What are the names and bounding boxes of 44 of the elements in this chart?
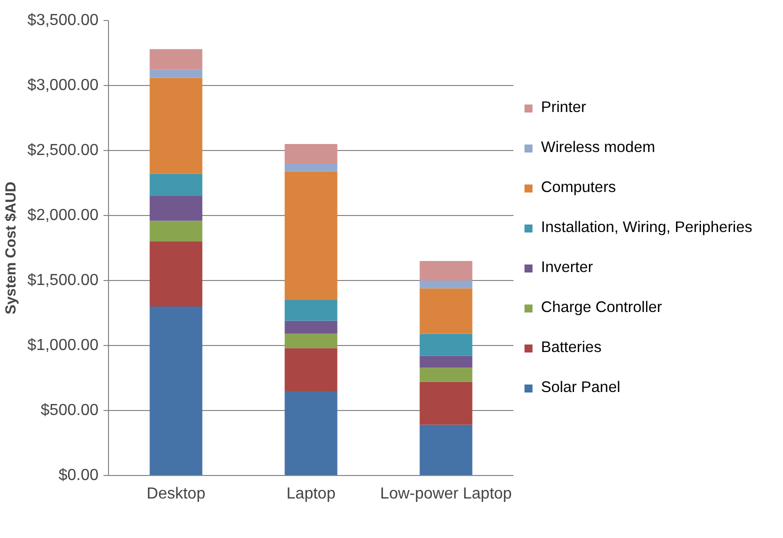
y-tick-label: $2,000.00 [27, 207, 99, 224]
bar [284, 144, 338, 164]
bar [150, 306, 202, 476]
x-tick-label: Low-power Laptop [380, 486, 512, 502]
y-tick-label: $3,000.00 [27, 77, 99, 94]
bar [284, 300, 338, 321]
bar [284, 320, 338, 334]
bar [150, 174, 202, 196]
x-tick-label: Desktop [146, 486, 206, 502]
bar [150, 70, 202, 78]
bar [150, 196, 202, 221]
bar [420, 382, 472, 425]
bar [284, 164, 338, 172]
x-tick-label: Laptop [286, 486, 336, 502]
y-tick-label: $0.00 [58, 467, 99, 484]
bar [420, 424, 472, 476]
y-tick-label: $3,500.00 [27, 12, 99, 29]
bar [420, 334, 472, 356]
legend-label: Wireless modem [541, 138, 656, 156]
bar [150, 220, 202, 242]
bar [420, 368, 472, 382]
bar [150, 49, 202, 70]
y-tick-label: $1,000.00 [27, 337, 99, 354]
legend-label: Charge Controller [541, 298, 662, 316]
legend-label: Batteries [541, 338, 602, 356]
bar [284, 171, 338, 300]
legend-label: Computers [541, 178, 616, 196]
bar [420, 261, 472, 280]
y-tick-label: $500.00 [40, 402, 99, 419]
bar [420, 280, 472, 288]
bar [284, 348, 338, 391]
legend-label: Installation, Wiring, Peripheries [541, 218, 752, 236]
y-tick-label: $1,500.00 [27, 272, 99, 289]
y-tick-label: $2,500.00 [27, 142, 99, 159]
legend-label: Printer [541, 98, 586, 116]
y-axis-title: System Cost $AUD [3, 182, 20, 314]
bar [150, 242, 202, 306]
bar [284, 391, 338, 476]
legend-label: Inverter [541, 258, 593, 276]
bar [420, 356, 472, 368]
bar [420, 288, 472, 334]
legend-label: Solar Panel [541, 378, 620, 396]
bar [284, 334, 338, 348]
bar [150, 78, 202, 174]
